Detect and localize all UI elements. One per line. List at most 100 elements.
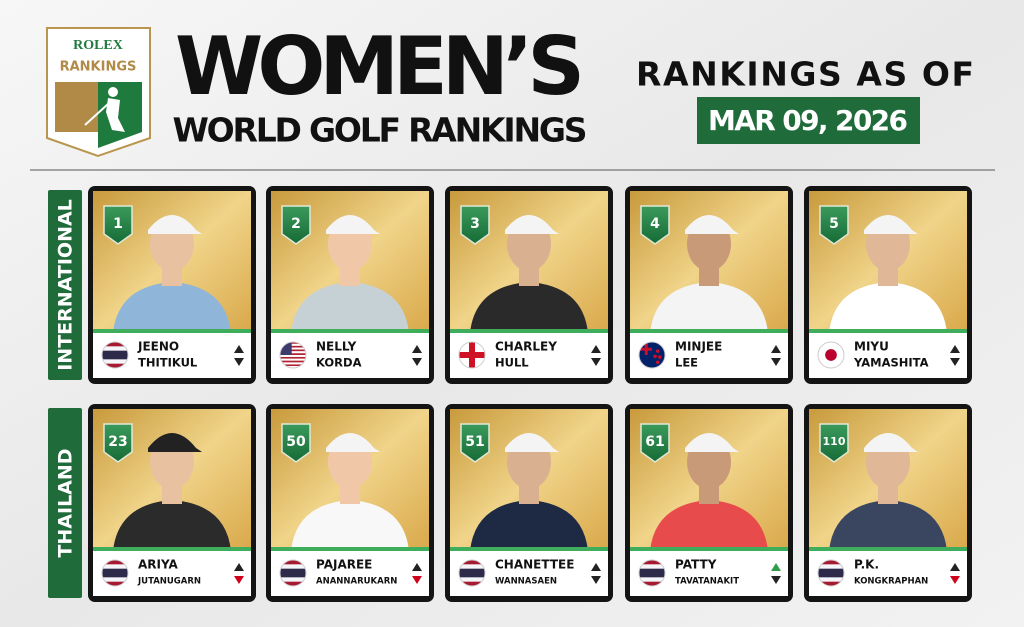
arrow-down xyxy=(771,358,781,366)
player-card: 61 PATTY TAVATANAKIT xyxy=(625,404,793,602)
flag-part xyxy=(655,349,660,353)
first-name: CHARLEY xyxy=(495,340,557,354)
first-name: MINJEE xyxy=(675,340,722,354)
flag-ring xyxy=(279,341,307,369)
flag-ring xyxy=(817,341,845,369)
rank-shield xyxy=(281,205,311,245)
flag-part xyxy=(280,362,306,365)
flag-part xyxy=(469,342,475,368)
rank: 1 xyxy=(113,216,123,232)
accent-line xyxy=(630,547,788,551)
rank: 4 xyxy=(650,216,660,232)
flag-ring xyxy=(817,559,845,587)
player-card: 110 P.K. KONGKRAPHAN xyxy=(804,404,972,602)
rank: 50 xyxy=(286,434,306,450)
accent-line xyxy=(809,547,967,551)
arrow-down xyxy=(412,358,422,366)
player-body xyxy=(291,500,409,551)
last-name: ANANNARUKARN xyxy=(316,577,397,587)
flag-part xyxy=(280,342,292,355)
subtitle: WORLD GOLF RANKINGS xyxy=(173,111,588,150)
player-body xyxy=(470,282,588,333)
arrow-up xyxy=(591,563,601,571)
last-name: WANNASAEN xyxy=(495,577,557,587)
accent-line xyxy=(450,547,608,551)
player-cap xyxy=(685,433,739,452)
flag xyxy=(280,560,306,586)
arrow-up xyxy=(234,345,244,353)
section-label: THAILAND xyxy=(55,448,77,557)
logo-label: RANKINGS xyxy=(60,60,137,75)
player-cap xyxy=(685,215,739,234)
player-card: 5 MIYU YAMASHITA xyxy=(804,186,972,384)
rank: 61 xyxy=(645,434,664,450)
accent-line xyxy=(809,329,967,333)
flag-part xyxy=(280,364,306,367)
accent-line xyxy=(93,329,251,333)
arrow-down xyxy=(591,576,601,584)
flag xyxy=(280,342,306,368)
section-tab xyxy=(48,190,82,380)
flag-ring xyxy=(279,559,307,587)
flag xyxy=(639,560,665,586)
flag-part xyxy=(639,342,665,368)
flag-part xyxy=(658,355,662,359)
first-name: MIYU xyxy=(854,340,889,354)
date-box xyxy=(697,97,920,144)
date: MAR 09, 2026 xyxy=(708,104,908,137)
player-card: 2 NELLY KORDA xyxy=(266,186,434,384)
player-body xyxy=(291,282,409,333)
last-name: LEE xyxy=(675,356,698,370)
rank-shield xyxy=(103,423,133,463)
first-name: P.K. xyxy=(854,558,879,572)
flag-part xyxy=(639,568,665,578)
player-card: 4 MINJEE LEE xyxy=(625,186,793,384)
flag-part xyxy=(280,358,306,361)
player-cap xyxy=(148,433,202,452)
player-card: 23 ARIYA JUTANUGARN xyxy=(88,404,256,602)
flag-part xyxy=(280,353,306,355)
first-name: JEENO xyxy=(137,340,179,354)
rank: 51 xyxy=(465,434,484,450)
flag-ring xyxy=(458,559,486,587)
flag xyxy=(639,342,665,368)
flag-part xyxy=(280,342,306,344)
flag-part xyxy=(280,343,306,346)
first-name: CHANETTEE xyxy=(495,558,574,572)
rank-shield xyxy=(103,205,133,245)
arrow-down xyxy=(950,576,960,584)
rank: 110 xyxy=(823,435,846,448)
flag xyxy=(102,342,128,368)
flag-part xyxy=(102,568,128,578)
flag-part xyxy=(280,351,306,354)
section-label: INTERNATIONAL xyxy=(55,199,77,371)
logo: ROLEX RANKINGS xyxy=(46,27,151,158)
last-name: TAVATANAKIT xyxy=(675,577,739,587)
player-card: 1 JEENO THITIKUL xyxy=(88,186,256,384)
last-name: HULL xyxy=(495,356,529,370)
first-name: PAJAREE xyxy=(316,558,372,572)
flag-ring xyxy=(638,559,666,587)
arrow-up xyxy=(412,345,422,353)
rank-shield xyxy=(460,205,490,245)
flag-ring xyxy=(101,559,129,587)
rank: 23 xyxy=(108,434,127,450)
flag-ring xyxy=(101,341,129,369)
last-name: YAMASHITA xyxy=(853,356,929,370)
flag xyxy=(102,560,128,586)
flag-part xyxy=(818,568,844,578)
first-name: ARIYA xyxy=(138,558,179,572)
flag xyxy=(818,560,844,586)
flag-part xyxy=(825,349,837,361)
player-card: 3 CHARLEY HULL xyxy=(445,186,613,384)
flag-part xyxy=(644,342,648,355)
flag-part xyxy=(280,360,306,363)
player-body xyxy=(650,500,768,551)
rank-shield xyxy=(460,423,490,463)
rank-shield xyxy=(281,423,311,463)
flag-part xyxy=(280,366,306,368)
flag-part xyxy=(653,354,657,359)
rank-shield xyxy=(819,205,849,245)
arrow-up xyxy=(950,345,960,353)
flag-part xyxy=(280,355,306,357)
